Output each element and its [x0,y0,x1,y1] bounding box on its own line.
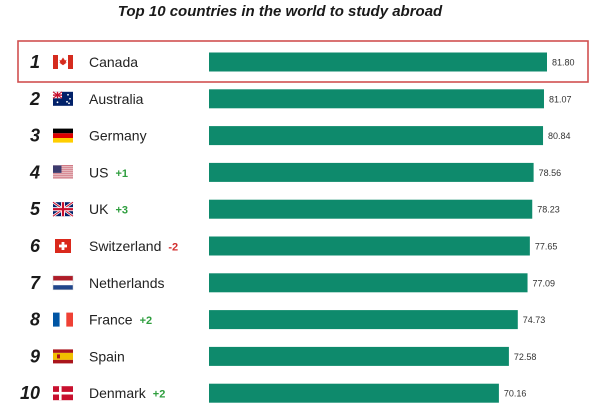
country-label: US [89,164,108,180]
score-bar [209,273,528,293]
rank-label: 7 [30,273,41,293]
chart-row-3: 3 Germany 80.84 [30,126,571,146]
rank-label: 5 [30,199,41,219]
chart-row-9: 9 Spain 72.58 [30,346,536,366]
denmark-flag-icon [53,386,73,401]
canada-flag-icon [53,55,73,69]
country-label: Spain [89,348,125,364]
country-label: Germany [89,128,147,144]
rank-label: 9 [30,346,40,366]
netherlands-flag-icon [52,275,74,291]
score-bar [209,126,544,146]
chart-row-8: 8 France +2 74.73 [30,310,545,330]
highlight-box [17,40,589,83]
australia-flag-icon [52,91,73,106]
value-label: 77.65 [535,242,558,252]
france-flag-icon [53,312,73,327]
country-label: Canada [89,54,138,70]
value-label: 81.80 [552,58,575,68]
value-label: 77.09 [533,278,556,288]
score-bar [209,383,499,403]
spain-flag-icon [53,349,73,364]
value-label: 78.56 [539,168,562,178]
value-label: 81.07 [549,94,572,104]
chart-row-10: 10 Denmark +2 70.16 [20,383,526,403]
rank-label: 3 [30,126,40,146]
country-label: Netherlands [89,275,165,291]
country-label: Switzerland [89,238,161,254]
rank-label: 2 [29,89,40,109]
score-bar [209,89,544,109]
uk-flag-icon [52,201,74,218]
chart-row-4: 4 US +1 78.56 [29,162,561,182]
rank-label: 10 [20,383,40,403]
rank-label: 4 [29,162,40,182]
rank-change-badge: +1 [115,168,128,180]
chart-row-1: 1 Canada 81.80 [17,40,589,83]
value-label: 72.58 [514,352,537,362]
rank-change-badge: +3 [115,205,128,217]
rank-label: 8 [30,310,40,330]
score-bar [209,52,547,72]
country-label: Australia [89,91,144,107]
score-bar [209,310,518,330]
value-label: 74.73 [523,315,546,325]
score-bar [209,199,533,219]
rank-label: 6 [30,236,41,256]
germany-flag-icon [53,128,73,143]
switzerland-flag-icon [55,239,71,253]
us-flag-icon [53,165,73,180]
chart-row-2: 2 Australia 81.07 [29,89,572,109]
chart-title: Top 10 countries in the world to study a… [117,3,443,20]
chart-row-6: 6 Switzerland -2 77.65 [30,236,557,256]
value-label: 78.23 [537,205,560,215]
chart-row-5: 5 UK +3 78.23 [30,199,560,219]
rank-change-badge: -2 [168,242,178,254]
chart-row-7: 7 Netherlands 77.09 [30,273,555,293]
score-bar [209,162,534,182]
value-label: 80.84 [548,131,571,141]
score-bar [209,236,530,256]
rank-change-badge: +2 [153,389,166,401]
country-label: France [89,312,133,328]
rank-change-badge: +2 [140,315,153,327]
country-label: UK [89,201,109,217]
rank-label: 1 [30,52,40,72]
country-label: Denmark [89,385,147,401]
value-label: 70.16 [504,389,527,399]
score-bar [209,346,509,366]
